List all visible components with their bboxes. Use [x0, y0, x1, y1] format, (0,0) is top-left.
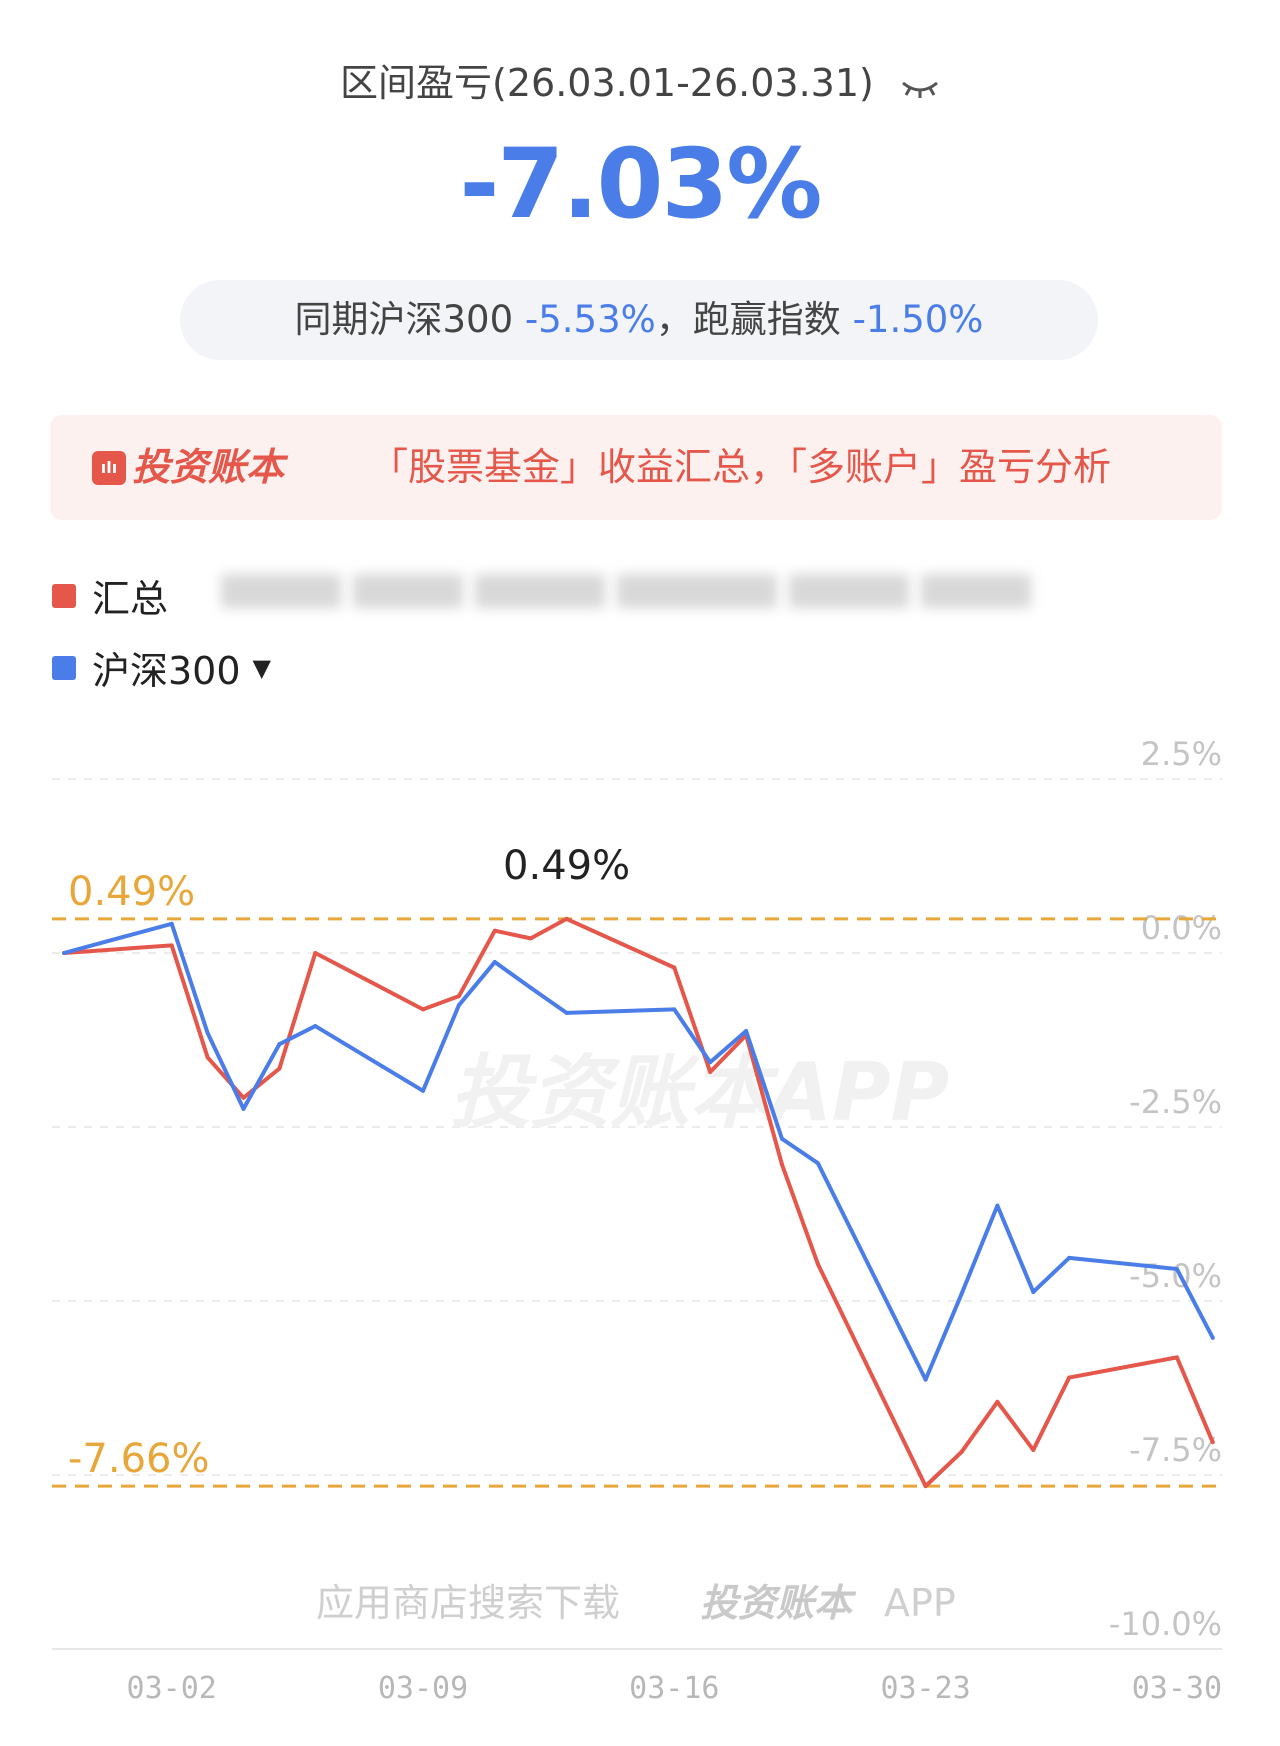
- legend-item-csi300[interactable]: 沪深300 ▼: [52, 640, 271, 695]
- data-point: [492, 928, 497, 933]
- data-point: [995, 1203, 1000, 1208]
- max-reference-label: 0.49%: [68, 869, 195, 915]
- watermark-bottom-logo: 投资账本: [700, 1581, 857, 1625]
- data-point: [1067, 1255, 1072, 1260]
- data-point: [744, 1028, 749, 1033]
- data-point: [564, 1010, 569, 1015]
- benchmark-comparison: 同期沪深300 -5.53%，跑赢指数 -1.50%: [180, 280, 1098, 360]
- data-point: [277, 1066, 282, 1071]
- logo-text: 投资账本: [132, 445, 285, 489]
- data-point: [313, 1024, 318, 1029]
- y-tick-label: -10.0%: [1109, 1605, 1222, 1643]
- y-tick-label: -5.0%: [1129, 1257, 1222, 1295]
- data-point: [815, 1262, 820, 1267]
- data-point: [421, 1007, 425, 1012]
- legend-swatch-blue: [52, 655, 76, 680]
- data-point: [923, 1484, 928, 1489]
- y-tick-label: 0.0%: [1141, 909, 1222, 947]
- data-point: [528, 985, 533, 990]
- x-tick-label: 03-02: [127, 1671, 217, 1706]
- data-point: [492, 960, 497, 965]
- x-tick-label: 03-09: [378, 1671, 468, 1706]
- data-point: [959, 1450, 964, 1455]
- y-tick-label: 2.5%: [1141, 735, 1222, 773]
- watermark-center: 投资账本APP: [450, 1046, 949, 1139]
- data-point: [1210, 1440, 1215, 1445]
- data-point: [421, 1088, 425, 1093]
- data-point: [1174, 1355, 1179, 1360]
- peak-annotation: 0.49%: [503, 843, 630, 889]
- promo-banner[interactable]: ılı 投资账本 「股票基金」收益汇总，「多账户」盈亏分析: [50, 415, 1222, 520]
- data-point: [1067, 1375, 1072, 1380]
- period-return: -7.03%: [459, 128, 823, 240]
- data-point: [564, 916, 569, 921]
- data-point: [241, 1106, 246, 1111]
- banner-slogan: 「股票基金」收益汇总，「多账户」盈亏分析: [370, 445, 1112, 489]
- data-point: [672, 1007, 677, 1012]
- legend-swatch-red: [52, 583, 76, 608]
- x-tick-label: 03-30: [1132, 1671, 1222, 1706]
- legend-label: 沪深300: [92, 649, 241, 693]
- data-point: [1210, 1335, 1215, 1340]
- min-reference-label: -7.66%: [68, 1436, 210, 1482]
- data-point: [456, 994, 461, 999]
- eye-closed-icon[interactable]: [900, 64, 940, 108]
- excess-return: -1.50%: [852, 298, 984, 341]
- period-title-text: 区间盈亏(26.03.01-26.03.31): [340, 61, 874, 105]
- dropdown-triangle-icon[interactable]: ▼: [252, 653, 271, 682]
- data-point: [62, 951, 66, 955]
- x-tick-label: 03-16: [629, 1671, 719, 1706]
- data-point: [1031, 1289, 1036, 1294]
- data-point: [708, 1060, 713, 1065]
- data-point: [815, 1161, 820, 1166]
- x-tick-label: 03-23: [880, 1671, 970, 1706]
- data-point: [1174, 1266, 1179, 1271]
- series-line-0: [63, 916, 1215, 1489]
- data-point: [923, 1377, 928, 1382]
- data-point: [780, 1136, 784, 1141]
- data-point: [528, 936, 533, 941]
- series-line-1: [63, 921, 1215, 1382]
- data-point: [672, 965, 677, 970]
- comparison-prefix: 同期沪深300: [294, 298, 514, 341]
- data-point: [780, 1162, 784, 1167]
- data-point: [241, 1095, 246, 1100]
- line-chart: 2.5%0.0%-2.5%-5.0%-7.5%-10.0%投资账本APP应用商店…: [52, 735, 1222, 1706]
- data-point: [959, 1292, 964, 1297]
- data-point: [169, 921, 174, 926]
- index-return: -5.53%: [524, 298, 656, 341]
- data-point: [169, 943, 174, 948]
- y-tick-label: -2.5%: [1129, 1083, 1222, 1121]
- comparison-mid: ，跑赢指数: [655, 298, 841, 341]
- watermark-bottom-suffix: APP: [884, 1581, 956, 1625]
- ledger-logo-icon: ılı: [92, 450, 126, 485]
- watermark-bottom: 应用商店搜索下载: [316, 1581, 620, 1625]
- data-point: [205, 1031, 210, 1036]
- app-logo: ılı 投资账本: [92, 415, 284, 520]
- data-point: [708, 1070, 713, 1075]
- data-point: [277, 1042, 282, 1047]
- legend-item-total[interactable]: 汇总: [52, 568, 168, 623]
- blurred-account-legend: [215, 565, 1080, 617]
- y-tick-label: -7.5%: [1129, 1431, 1222, 1469]
- data-point: [1031, 1447, 1036, 1452]
- data-point: [313, 951, 318, 955]
- data-point: [205, 1055, 210, 1060]
- legend-label: 汇总: [92, 577, 169, 621]
- period-title: 区间盈亏(26.03.01-26.03.31): [0, 52, 1280, 108]
- data-point: [456, 1003, 461, 1008]
- data-point: [995, 1399, 1000, 1404]
